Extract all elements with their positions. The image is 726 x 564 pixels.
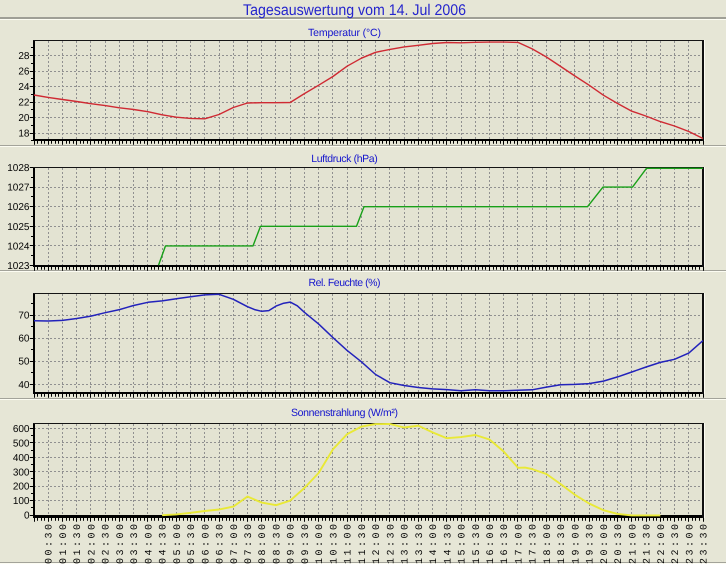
svg-text:1023: 1023: [7, 261, 30, 272]
svg-text:21:30: 21:30: [643, 524, 654, 564]
svg-text:400: 400: [13, 453, 30, 464]
svg-text:11:30: 11:30: [358, 524, 369, 564]
svg-text:22:30: 22:30: [671, 524, 682, 564]
svg-text:70: 70: [18, 311, 30, 322]
svg-text:11:00: 11:00: [344, 524, 355, 564]
svg-text:05:00: 05:00: [173, 524, 184, 564]
svg-text:Luftdruck (hPa): Luftdruck (hPa): [311, 153, 378, 165]
svg-text:10:30: 10:30: [329, 524, 340, 564]
svg-text:50: 50: [18, 357, 30, 368]
svg-text:20:30: 20:30: [614, 524, 625, 564]
svg-text:14:30: 14:30: [443, 524, 454, 564]
svg-text:0: 0: [24, 511, 30, 522]
svg-text:1028: 1028: [7, 163, 30, 174]
svg-text:300: 300: [13, 467, 30, 478]
svg-text:18: 18: [18, 129, 30, 140]
svg-text:100: 100: [13, 496, 30, 507]
svg-text:17:00: 17:00: [515, 524, 526, 564]
svg-text:14:00: 14:00: [429, 524, 440, 564]
svg-text:03:00: 03:00: [116, 524, 127, 564]
svg-text:10:00: 10:00: [315, 524, 326, 564]
svg-text:06:30: 06:30: [216, 524, 227, 564]
svg-text:02:00: 02:00: [87, 524, 98, 564]
svg-text:19:30: 19:30: [586, 524, 597, 564]
svg-text:1024: 1024: [7, 241, 30, 252]
svg-text:00:30: 00:30: [45, 524, 56, 564]
svg-text:600: 600: [13, 424, 30, 435]
svg-text:Rel. Feuchte (%): Rel. Feuchte (%): [309, 277, 381, 289]
svg-text:18:30: 18:30: [557, 524, 568, 564]
svg-text:1027: 1027: [7, 183, 30, 194]
svg-text:Tagesauswertung vom 14. Jul 20: Tagesauswertung vom 14. Jul 2006: [243, 2, 466, 19]
svg-text:200: 200: [13, 482, 30, 493]
svg-text:60: 60: [18, 334, 30, 345]
svg-text:19:00: 19:00: [571, 524, 582, 564]
svg-text:01:00: 01:00: [59, 524, 70, 564]
svg-text:13:00: 13:00: [401, 524, 412, 564]
svg-text:1026: 1026: [7, 202, 30, 213]
svg-text:09:00: 09:00: [287, 524, 298, 564]
svg-text:07:30: 07:30: [244, 524, 255, 564]
svg-text:01:30: 01:30: [73, 524, 84, 564]
svg-text:17:30: 17:30: [529, 524, 540, 564]
svg-text:13:30: 13:30: [415, 524, 426, 564]
svg-text:04:00: 04:00: [144, 524, 155, 564]
svg-text:07:00: 07:00: [230, 524, 241, 564]
svg-text:20: 20: [18, 113, 30, 124]
svg-text:05:30: 05:30: [187, 524, 198, 564]
svg-text:08:30: 08:30: [273, 524, 284, 564]
svg-text:04:30: 04:30: [159, 524, 170, 564]
svg-text:23:30: 23:30: [700, 524, 711, 564]
svg-text:16:00: 16:00: [486, 524, 497, 564]
svg-text:24: 24: [18, 82, 30, 93]
svg-text:15:30: 15:30: [472, 524, 483, 564]
svg-text:500: 500: [13, 438, 30, 449]
svg-text:06:00: 06:00: [201, 524, 212, 564]
svg-text:Sonnenstrahlung (W/m²): Sonnenstrahlung (W/m²): [291, 407, 398, 419]
svg-text:02:30: 02:30: [102, 524, 113, 564]
svg-text:22:00: 22:00: [657, 524, 668, 564]
svg-text:09:30: 09:30: [301, 524, 312, 564]
svg-text:26: 26: [18, 67, 30, 78]
svg-text:21:00: 21:00: [628, 524, 639, 564]
svg-text:18:00: 18:00: [543, 524, 554, 564]
svg-text:1025: 1025: [7, 222, 30, 233]
svg-text:40: 40: [18, 380, 30, 391]
svg-text:20:00: 20:00: [600, 524, 611, 564]
svg-text:15:00: 15:00: [458, 524, 469, 564]
svg-text:03:30: 03:30: [130, 524, 141, 564]
svg-text:12:30: 12:30: [386, 524, 397, 564]
svg-text:22: 22: [18, 98, 30, 109]
svg-text:28: 28: [18, 51, 30, 62]
svg-text:08:00: 08:00: [258, 524, 269, 564]
svg-text:23:00: 23:00: [685, 524, 696, 564]
svg-text:16:30: 16:30: [500, 524, 511, 564]
svg-text:Temperatur (°C): Temperatur (°C): [308, 27, 381, 39]
svg-text:12:00: 12:00: [372, 524, 383, 564]
